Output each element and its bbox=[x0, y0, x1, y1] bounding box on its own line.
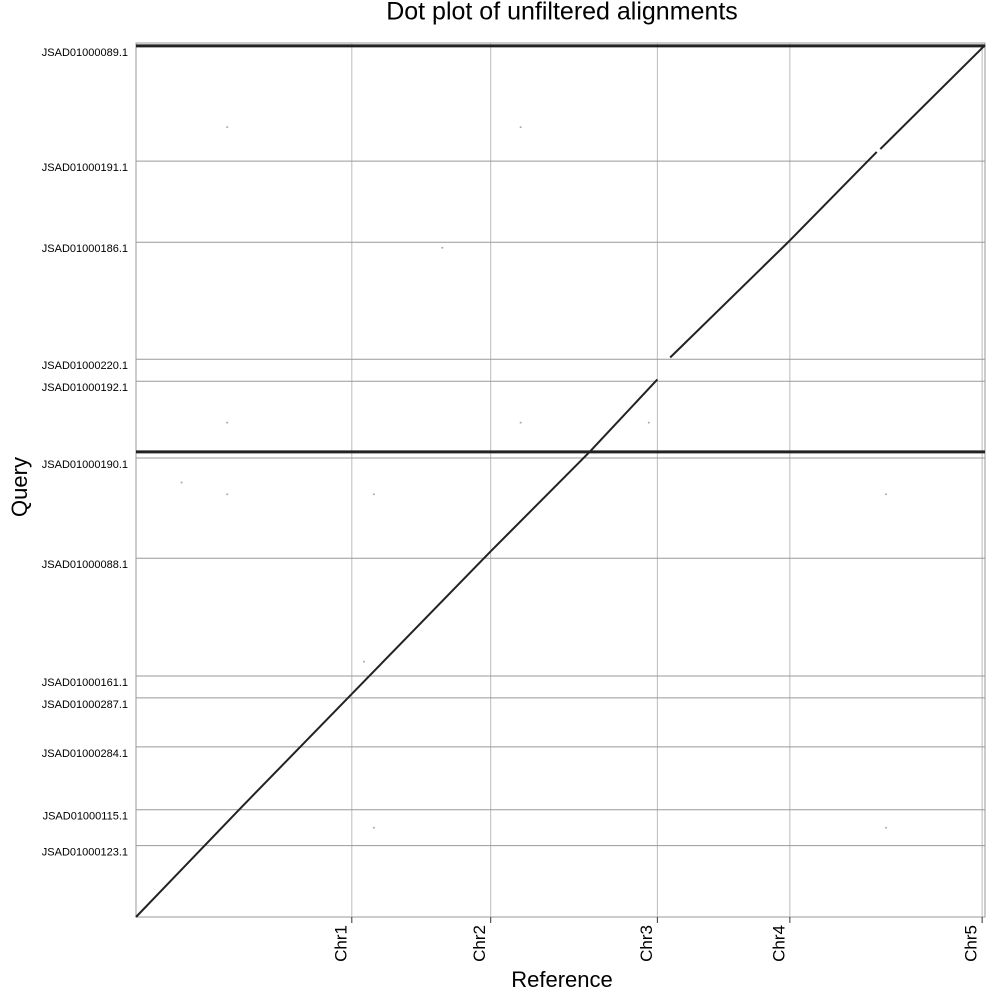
y-tick-label: JSAD01000220.1 bbox=[42, 360, 128, 372]
alignment-dot bbox=[441, 246, 444, 249]
alignment bbox=[135, 693, 353, 918]
x-tick-label: Chr1 bbox=[331, 925, 350, 962]
alignment-dot bbox=[226, 126, 229, 129]
alignment-dot bbox=[519, 421, 522, 424]
y-tick-label: JSAD01000192.1 bbox=[42, 382, 128, 394]
y-tick-label: JSAD01000161.1 bbox=[42, 677, 128, 689]
y-tick-label: JSAD01000190.1 bbox=[42, 459, 128, 471]
alignment bbox=[789, 151, 878, 242]
y-tick-label: JSAD01000186.1 bbox=[42, 243, 128, 255]
y-tick-label: JSAD01000284.1 bbox=[42, 748, 128, 760]
x-axis-title: Reference bbox=[511, 967, 613, 992]
alignment-dot bbox=[180, 481, 183, 484]
y-axis-title: Query bbox=[7, 457, 32, 517]
alignment bbox=[588, 378, 659, 453]
x-tick-label: Chr5 bbox=[962, 925, 981, 962]
alignment-dot bbox=[647, 421, 650, 424]
alignment bbox=[669, 239, 791, 359]
alignment-dot bbox=[226, 421, 229, 424]
alignment-dot bbox=[372, 493, 375, 496]
y-tick-label: JSAD01000089.1 bbox=[42, 47, 128, 59]
x-tick-label: Chr2 bbox=[470, 925, 489, 962]
y-tick-label: JSAD01000088.1 bbox=[42, 559, 128, 571]
y-tick-label: JSAD01000191.1 bbox=[42, 162, 128, 174]
alignment-dot bbox=[884, 493, 887, 496]
alignment bbox=[351, 550, 492, 695]
x-tick-label: Chr4 bbox=[769, 925, 788, 962]
alignment-dot bbox=[519, 126, 522, 129]
alignment bbox=[489, 451, 591, 553]
y-tick-label: JSAD01000115.1 bbox=[43, 811, 128, 823]
x-tick-label: Chr3 bbox=[637, 925, 656, 962]
plot-frame bbox=[135, 42, 986, 918]
y-tick-label: JSAD01000123.1 bbox=[42, 847, 128, 859]
alignment bbox=[879, 44, 986, 150]
alignment-dot bbox=[362, 660, 365, 663]
alignment-dot bbox=[372, 826, 375, 829]
alignment-dot bbox=[226, 493, 229, 496]
chart-title: Dot plot of unfiltered alignments bbox=[386, 0, 738, 26]
y-tick-label: JSAD01000287.1 bbox=[42, 699, 128, 711]
alignment-dot bbox=[884, 826, 887, 829]
